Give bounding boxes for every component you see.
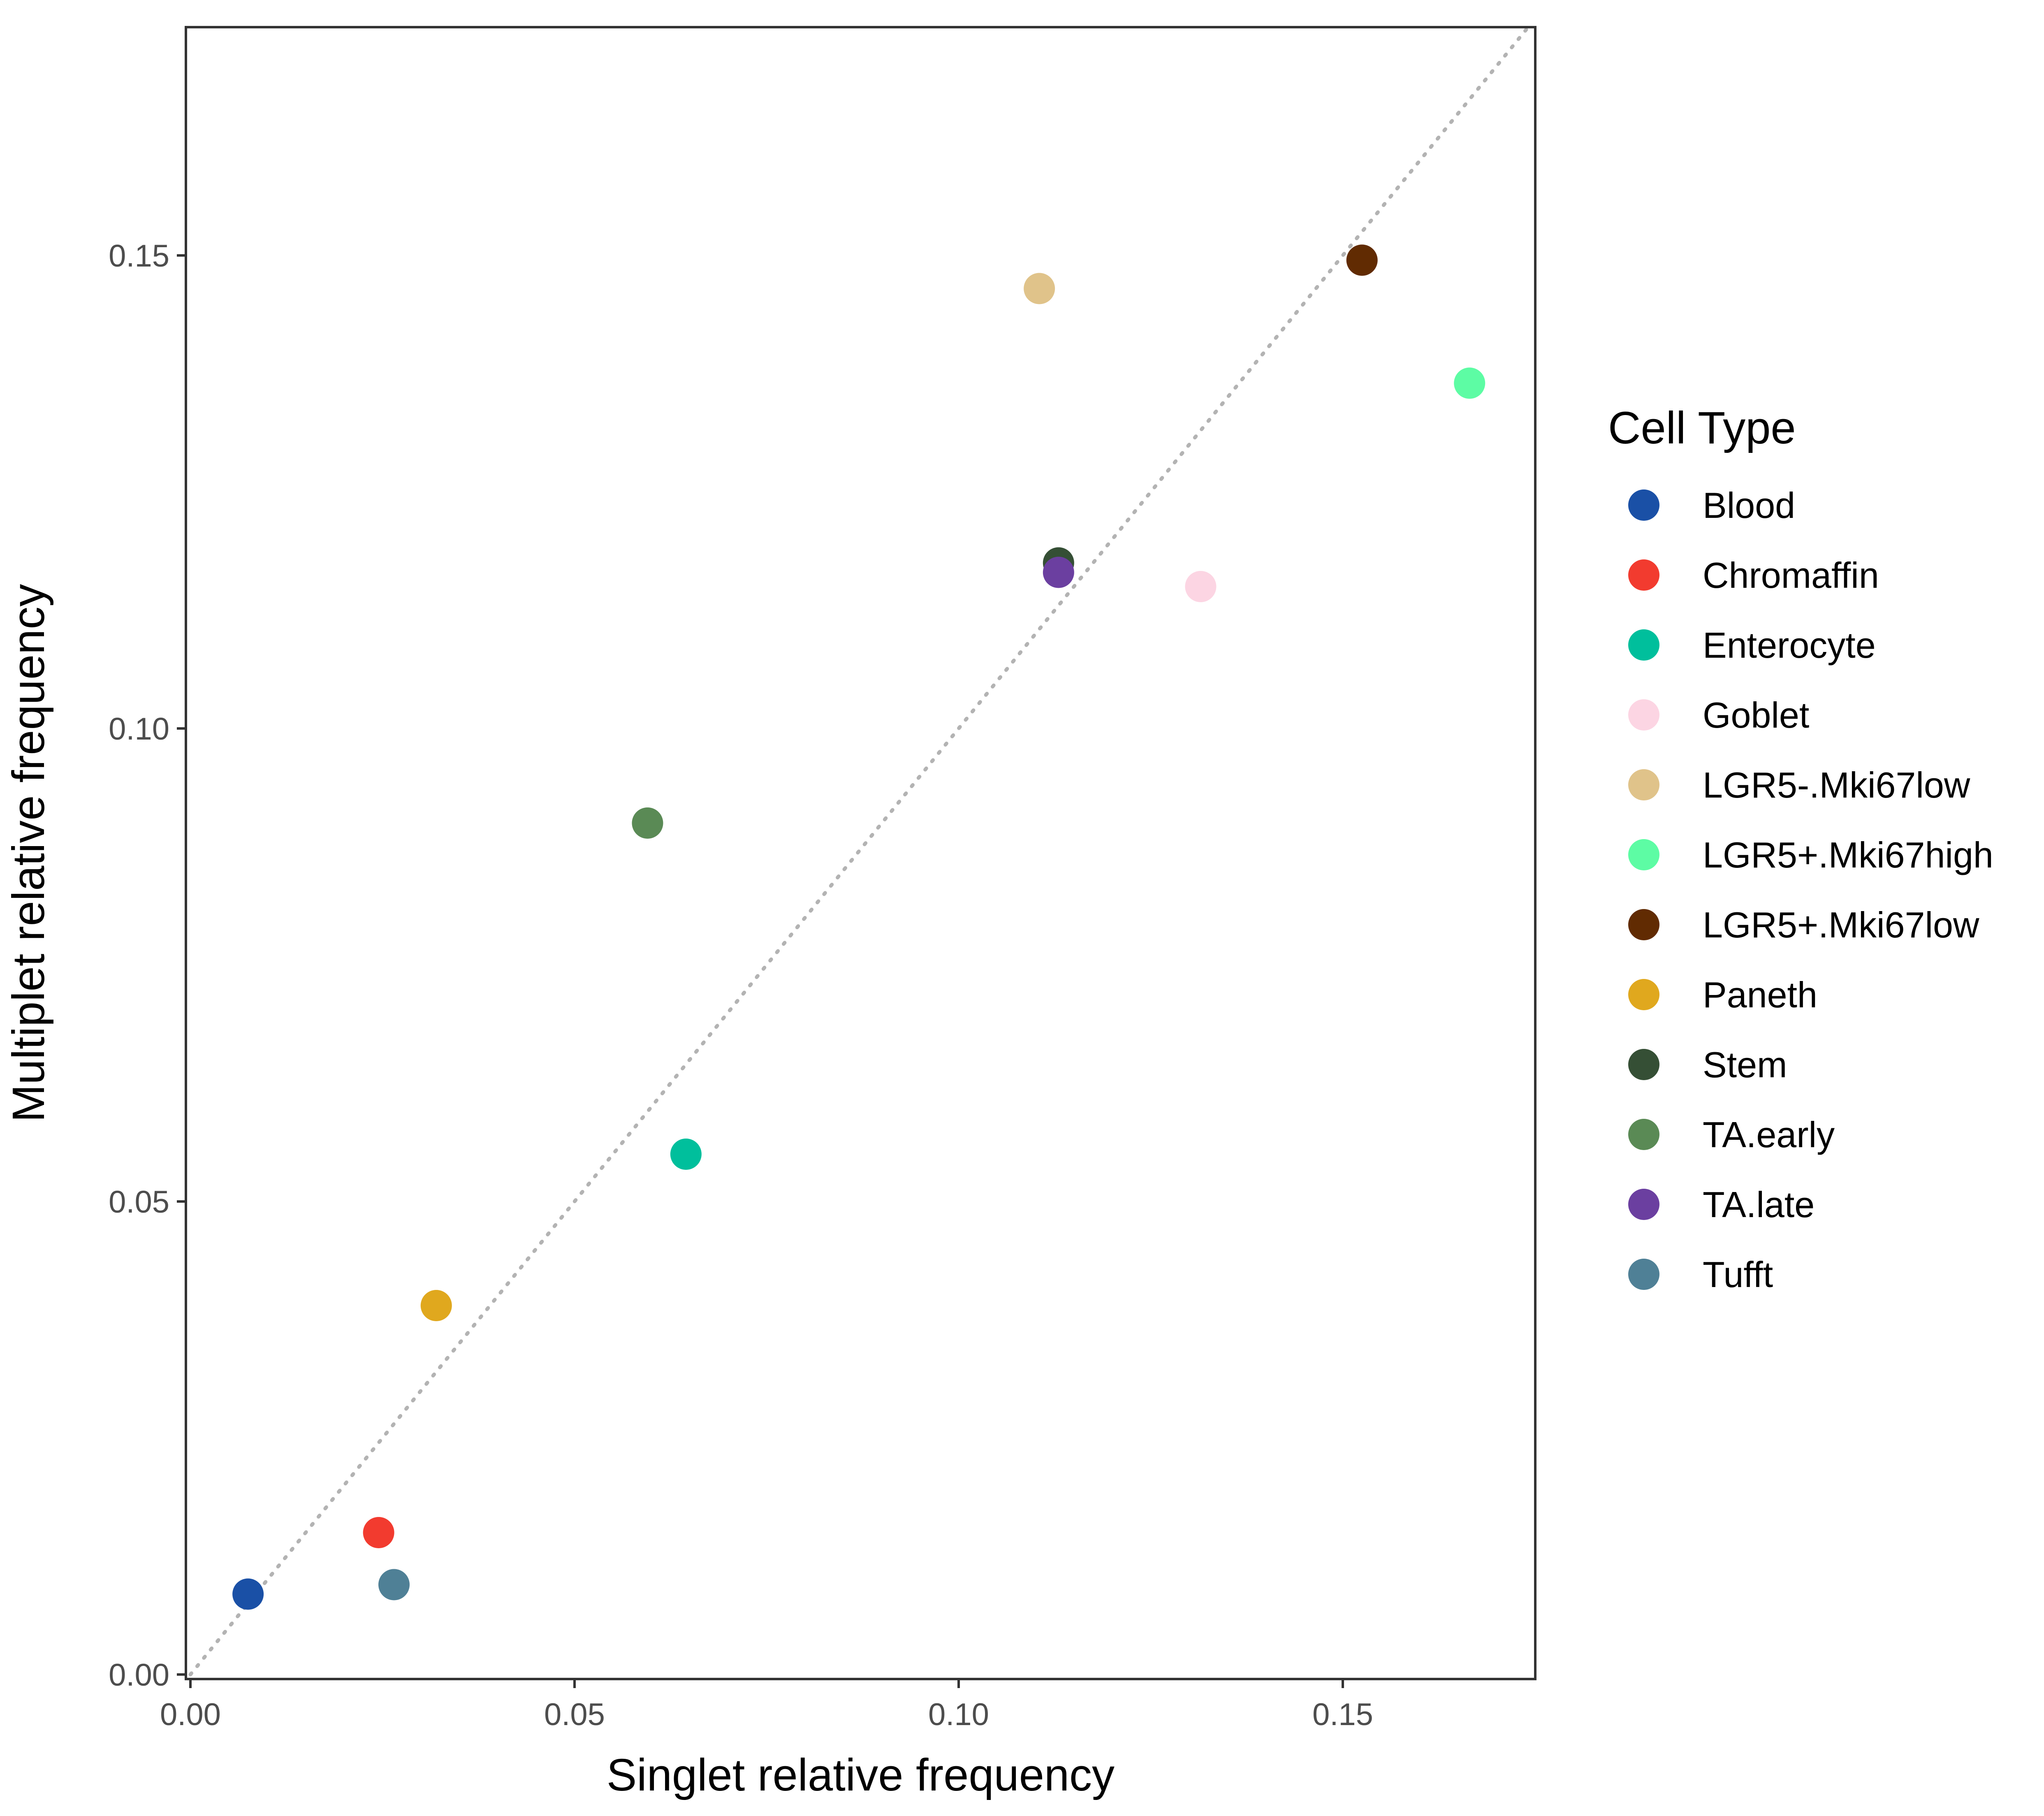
legend-key [1628, 1049, 1659, 1080]
x-tick-label: 0.00 [160, 1697, 221, 1732]
data-point-chromaffin [363, 1517, 394, 1548]
x-tick-label: 0.10 [928, 1697, 989, 1732]
y-tick-label: 0.10 [109, 712, 169, 747]
y-tick-label: 0.15 [109, 239, 169, 274]
legend-key [1628, 489, 1659, 521]
legend-key [1628, 909, 1659, 940]
x-tick-label: 0.15 [1312, 1697, 1373, 1732]
legend-key [1628, 839, 1659, 870]
data-point-blood [232, 1578, 264, 1610]
data-point-enterocyte [670, 1139, 702, 1170]
points [232, 244, 1485, 1610]
x-axis-title: Singlet relative frequency [607, 1750, 1115, 1800]
legend-label: Paneth [1703, 974, 1817, 1015]
x-axis: 0.00 0.05 0.10 0.15 [160, 1679, 1373, 1732]
x-tick-label: 0.05 [544, 1697, 605, 1732]
legend-label: Stem [1703, 1044, 1787, 1085]
panel-border [185, 26, 1536, 1680]
y-axis: 0.00 0.05 0.10 0.15 [109, 239, 186, 1693]
data-point-lgr5-mki67high [1454, 367, 1485, 399]
legend-title: Cell Type [1608, 403, 1796, 453]
data-point-lgr5-mki67low [1024, 273, 1055, 304]
y-axis-title: Multiplet relative frequency [3, 584, 54, 1122]
legend-label: Blood [1703, 485, 1795, 526]
legend-label: LGR5+.Mki67low [1703, 905, 1979, 945]
legend-key [1628, 1119, 1659, 1150]
legend-label: LGR5+.Mki67high [1703, 835, 1993, 875]
plot-panel [185, 26, 1536, 1680]
legend-key [1628, 559, 1659, 591]
legend-label: TA.early [1703, 1114, 1835, 1155]
data-point-paneth [420, 1290, 452, 1321]
reference-line [188, 27, 1531, 1677]
legend-key [1628, 769, 1659, 800]
legend-key [1628, 699, 1659, 731]
legend-label: Goblet [1703, 695, 1809, 735]
legend-label: Tufft [1703, 1254, 1773, 1295]
legend-label: Enterocyte [1703, 625, 1876, 666]
legend-key [1628, 979, 1659, 1010]
legend-label: Chromaffin [1703, 555, 1879, 596]
legend-label: LGR5-.Mki67low [1703, 765, 1970, 805]
legend: Cell Type Blood Chromaffin Enterocyte Goble… [1608, 403, 1993, 1295]
y-tick-label: 0.00 [109, 1658, 169, 1693]
data-point-ta-late [1043, 557, 1074, 588]
data-point-tufft [378, 1569, 410, 1600]
y-tick-label: 0.05 [109, 1185, 169, 1220]
legend-key [1628, 1189, 1659, 1220]
data-point-goblet [1185, 571, 1217, 602]
data-point-ta-early [632, 807, 663, 839]
data-point-lgr5-mki67low [1346, 244, 1378, 276]
legend-label: TA.late [1703, 1184, 1815, 1225]
legend-key [1628, 629, 1659, 661]
legend-key [1628, 1259, 1659, 1290]
